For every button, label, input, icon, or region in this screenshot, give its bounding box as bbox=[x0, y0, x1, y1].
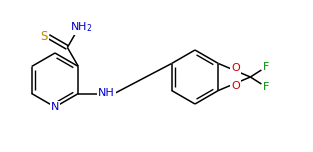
Text: N: N bbox=[51, 102, 59, 112]
Text: NH: NH bbox=[98, 88, 115, 98]
Text: F: F bbox=[263, 62, 269, 72]
Text: O: O bbox=[231, 81, 240, 91]
Text: NH$_2$: NH$_2$ bbox=[70, 21, 93, 34]
Text: O: O bbox=[231, 63, 240, 73]
Text: F: F bbox=[263, 82, 269, 92]
Text: S: S bbox=[41, 30, 48, 43]
